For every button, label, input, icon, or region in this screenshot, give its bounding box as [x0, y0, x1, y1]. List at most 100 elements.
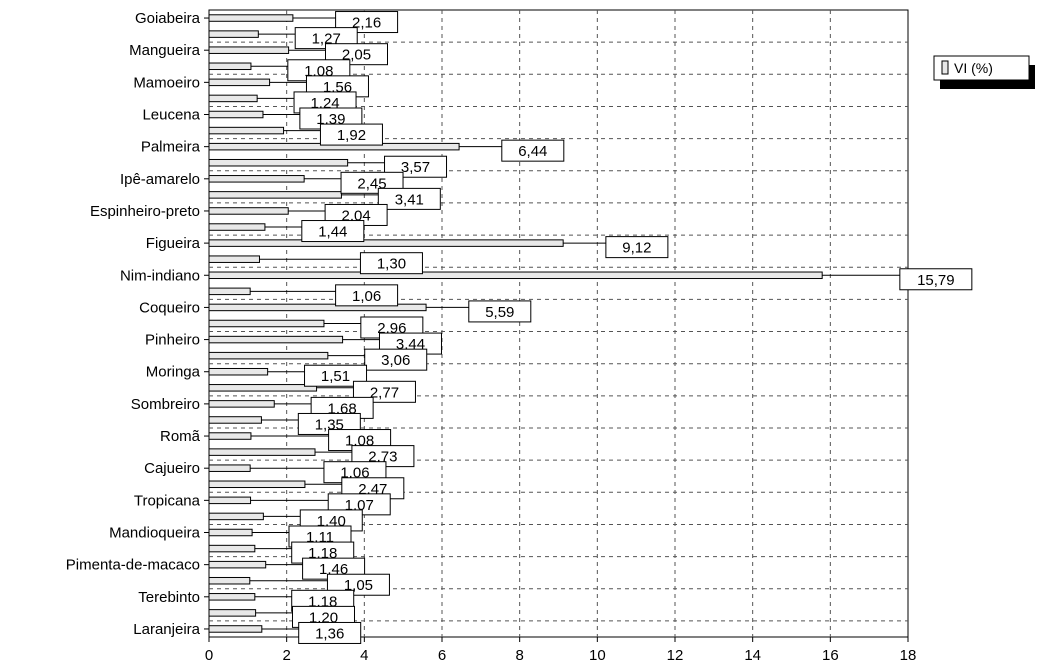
bar: [208, 512, 264, 521]
x-tick-label: 6: [438, 647, 446, 664]
data-labels-group: 2,161,272,051,081,561,241,391,926,443,57…: [249, 11, 973, 644]
category-label: Romã: [160, 428, 201, 445]
bar: [208, 528, 253, 537]
bar: [208, 239, 564, 247]
bar: [208, 416, 262, 424]
category-label: Nim-indiano: [120, 267, 200, 284]
data-label: 2,77: [370, 384, 399, 401]
bar: [208, 110, 264, 119]
category-label: Mamoeiro: [133, 74, 200, 91]
category-label: Goiabeira: [135, 10, 201, 27]
bar: [208, 400, 275, 408]
x-tick-label: 16: [822, 647, 839, 664]
bar: [208, 158, 349, 167]
x-tick-label: 10: [589, 647, 606, 664]
bar: [208, 351, 329, 360]
data-label: 1,92: [337, 127, 366, 144]
bar: [208, 207, 289, 215]
data-label: 2,16: [352, 15, 381, 32]
bar: [208, 593, 256, 601]
data-label-box: [605, 236, 669, 259]
bar: [208, 319, 325, 328]
bar: [208, 62, 252, 71]
bar: [208, 335, 344, 344]
bar: [208, 287, 251, 296]
data-label: 3,06: [381, 352, 410, 369]
bar: [208, 480, 306, 489]
bar: [208, 175, 305, 183]
legend: VI (%): [933, 55, 1035, 89]
data-label: 3,57: [401, 159, 430, 176]
bar: [208, 576, 251, 585]
category-label: Pimenta-de-macaco: [66, 557, 200, 574]
data-label-box: [501, 139, 565, 162]
bar: [208, 464, 251, 472]
category-label: Mandioqueira: [109, 525, 201, 542]
bar: [208, 544, 256, 553]
category-label: Cajueiro: [144, 460, 200, 477]
x-tick-label: 14: [744, 647, 761, 664]
data-label: 15,79: [917, 272, 955, 289]
bar: [208, 30, 259, 38]
category-label: Pinheiro: [145, 332, 200, 349]
category-label: Espinheiro-preto: [90, 203, 200, 220]
legend-box: [933, 55, 1030, 81]
category-label: Ipê-amarelo: [120, 171, 200, 188]
x-axis: 0 2 4 6 8 10 12 14 16 18: [205, 637, 917, 664]
bar: [208, 126, 285, 135]
category-label: Tropicana: [134, 492, 201, 509]
data-label: 1,44: [318, 224, 347, 241]
bar: [208, 384, 318, 392]
bar: [208, 191, 342, 199]
category-label: Palmeira: [141, 139, 201, 156]
data-label-box: [377, 187, 441, 210]
bar: [208, 496, 252, 505]
data-label-box: [319, 123, 383, 146]
data-label-box: [899, 268, 973, 291]
category-label: Sombreiro: [131, 396, 200, 413]
category-label: Terebinto: [138, 589, 200, 606]
bar: [208, 255, 260, 263]
data-label-box: [304, 364, 368, 387]
bar: [208, 223, 266, 231]
category-label: Laranjeira: [133, 621, 200, 638]
bar: [208, 609, 257, 617]
category-label: Coqueiro: [139, 299, 200, 316]
bar: [208, 432, 252, 440]
data-label-box: [335, 284, 399, 307]
data-label: 3,41: [395, 191, 424, 208]
bar: [208, 46, 290, 54]
data-label-box: [359, 252, 423, 275]
x-tick-label: 0: [205, 647, 213, 664]
data-label-box: [468, 300, 532, 323]
data-label: 9,12: [622, 240, 651, 257]
data-label: 1,30: [377, 256, 406, 273]
x-tick-label: 2: [282, 647, 290, 664]
bar: [208, 367, 269, 376]
x-tick-label: 8: [515, 647, 523, 664]
category-label: Figueira: [146, 235, 201, 252]
data-label: 1,06: [352, 288, 381, 305]
bar: [208, 448, 316, 456]
legend-swatch: [941, 60, 949, 75]
data-label-box: [298, 621, 362, 644]
data-label: 5,59: [485, 304, 514, 321]
data-label-box: [364, 348, 428, 371]
data-label: 1,36: [315, 625, 344, 642]
x-tick-label: 4: [360, 647, 368, 664]
x-tick-label: 18: [900, 647, 917, 664]
bar: [208, 14, 294, 22]
bar: [208, 271, 823, 280]
category-labels-group: Goiabeira Mangueira Mamoeiro Leucena Palmeir…: [66, 10, 209, 638]
category-label: Leucena: [142, 107, 200, 124]
category-label: Mangueira: [129, 42, 201, 59]
data-label: 6,44: [518, 143, 547, 160]
bar: [208, 78, 271, 87]
data-label-box: [301, 220, 365, 243]
bar: [208, 560, 267, 569]
x-tick-label: 12: [667, 647, 684, 664]
category-label: Moringa: [146, 364, 201, 381]
bar: [208, 625, 263, 633]
bar: [208, 94, 258, 103]
